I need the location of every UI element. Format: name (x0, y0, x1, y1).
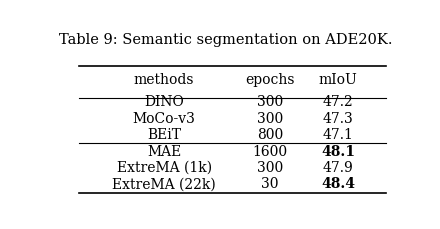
Text: ExtreMA (1k): ExtreMA (1k) (117, 161, 212, 175)
Text: 1600: 1600 (252, 145, 287, 159)
Text: BEiT: BEiT (147, 128, 181, 142)
Text: DINO: DINO (144, 95, 184, 109)
Text: 300: 300 (257, 95, 283, 109)
Text: MAE: MAE (147, 145, 181, 159)
Text: ExtreMA (22k): ExtreMA (22k) (112, 177, 216, 191)
Text: 48.4: 48.4 (321, 177, 355, 191)
Text: methods: methods (134, 73, 194, 87)
Text: 47.1: 47.1 (323, 128, 353, 142)
Text: 47.9: 47.9 (323, 161, 353, 175)
Text: mIoU: mIoU (319, 73, 357, 87)
Text: 30: 30 (261, 177, 279, 191)
Text: 47.3: 47.3 (323, 112, 353, 126)
Text: 48.1: 48.1 (321, 145, 355, 159)
Text: Table 9: Semantic segmentation on ADE20K.: Table 9: Semantic segmentation on ADE20K… (59, 33, 392, 47)
Text: 300: 300 (257, 112, 283, 126)
Text: 800: 800 (257, 128, 283, 142)
Text: 300: 300 (257, 161, 283, 175)
Text: epochs: epochs (245, 73, 295, 87)
Text: 47.2: 47.2 (323, 95, 353, 109)
Text: MoCo-v3: MoCo-v3 (133, 112, 195, 126)
